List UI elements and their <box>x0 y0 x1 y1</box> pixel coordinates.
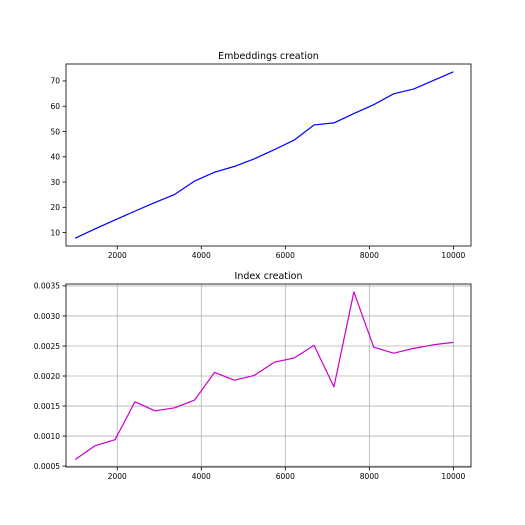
index-x-tick-label: 4000 <box>192 472 211 481</box>
index-x-tick-label: 10000 <box>441 472 465 481</box>
embeddings-y-tick-label: 70 <box>50 77 60 86</box>
index-x-tick-label: 6000 <box>276 472 295 481</box>
embeddings-axes-frame <box>65 63 472 247</box>
embeddings-x-tick-label: 10000 <box>441 251 465 260</box>
index-y-ticks: 0.0005 0.0010 0.0015 0.0020 0.0025 0.0030 0.00… <box>34 282 66 471</box>
embeddings-chart: Embeddings creation 2000 4000 6000 8000 1000… <box>50 51 472 260</box>
index-y-tick-label: 0.0020 <box>34 372 60 381</box>
index-series-line <box>74 291 454 460</box>
index-x-tick-label: 2000 <box>108 472 127 481</box>
embeddings-y-tick-label: 10 <box>50 228 60 237</box>
index-y-tick-label: 0.0025 <box>34 342 60 351</box>
index-y-tick-label: 0.0030 <box>34 312 60 321</box>
index-y-tick-label: 0.0035 <box>34 282 60 291</box>
embeddings-y-tick-label: 30 <box>50 178 60 187</box>
index-chart: Index creation 2000 4000 6000 8000 10000 0.0… <box>34 271 472 481</box>
embeddings-y-ticks: 10 20 30 40 50 60 70 <box>50 77 66 237</box>
embeddings-x-tick-label: 4000 <box>192 251 211 260</box>
embeddings-series-line <box>74 71 454 239</box>
index-x-tick-label: 8000 <box>360 472 379 481</box>
index-x-ticks: 2000 4000 6000 8000 10000 <box>108 467 466 481</box>
embeddings-y-tick-label: 60 <box>50 102 60 111</box>
embeddings-x-tick-label: 8000 <box>360 251 379 260</box>
index-y-tick-label: 0.0015 <box>34 402 60 411</box>
embeddings-series <box>74 71 454 239</box>
index-chart-title: Index creation <box>235 271 303 282</box>
embeddings-x-tick-label: 6000 <box>276 251 295 260</box>
embeddings-x-ticks: 2000 4000 6000 8000 10000 <box>108 246 466 260</box>
embeddings-y-tick-label: 20 <box>50 203 60 212</box>
embeddings-chart-title: Embeddings creation <box>218 51 319 62</box>
index-axes-frame <box>65 283 472 468</box>
embeddings-x-tick-label: 2000 <box>108 251 127 260</box>
index-y-tick-label: 0.0005 <box>34 462 60 471</box>
index-series <box>74 291 454 460</box>
index-y-tick-label: 0.0010 <box>34 432 60 441</box>
embeddings-y-tick-label: 50 <box>50 127 60 136</box>
index-grid <box>66 284 471 467</box>
embeddings-y-tick-label: 40 <box>50 153 60 162</box>
